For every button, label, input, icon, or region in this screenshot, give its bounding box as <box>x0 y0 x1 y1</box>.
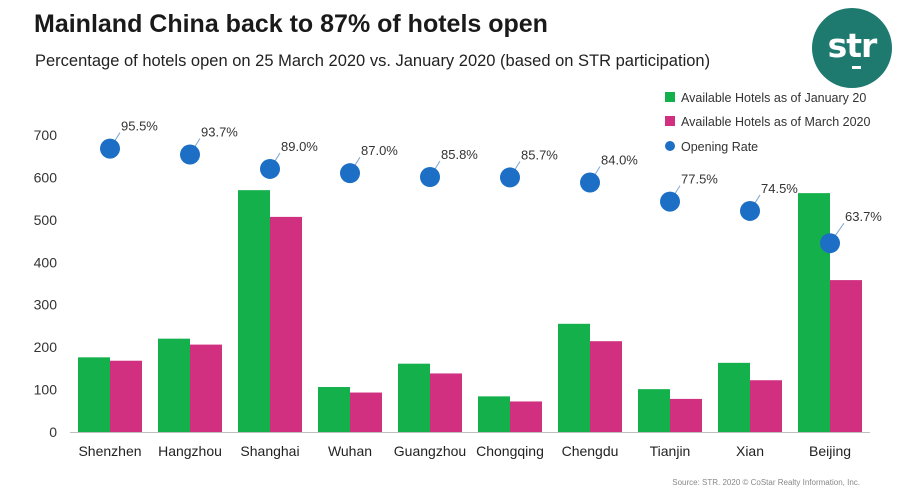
x-category-label: Shanghai <box>240 443 299 459</box>
y-tick-label: 500 <box>34 212 58 228</box>
rate-point <box>740 200 760 221</box>
y-tick-label: 300 <box>34 297 58 313</box>
chart-legend: Available Hotels as of January 20 Availab… <box>665 91 871 154</box>
opening-rate-series: 95.5% 93.7% 89.0% 87.0% 85.8% 85.7% 84.0% 77.5%… <box>100 119 882 254</box>
bar-march <box>750 380 782 432</box>
rate-point <box>500 167 520 188</box>
bar-january <box>78 357 110 432</box>
y-axis: 0 100 200 300 400 500 600 700 <box>34 127 58 440</box>
chart-title: Mainland China back to 87% of hotels ope… <box>34 10 548 38</box>
rate-point <box>340 163 360 184</box>
bar-january <box>638 389 670 432</box>
bar-january <box>318 387 350 432</box>
legend-label: Available Hotels as of January 20 <box>681 91 866 105</box>
bar-january <box>158 338 190 432</box>
chart-subtitle: Percentage of hotels open on 25 March 20… <box>35 52 711 70</box>
rate-data-label: 93.7% <box>201 125 238 140</box>
y-tick-label: 600 <box>34 169 58 185</box>
rate-point <box>580 172 600 193</box>
bar-march <box>110 360 142 432</box>
source-note: Source: STR. 2020 © CoStar Realty Inform… <box>672 478 860 487</box>
rate-data-label: 95.5% <box>121 119 158 134</box>
bar-january <box>798 193 830 432</box>
logo-underline <box>852 66 861 69</box>
y-tick-label: 0 <box>49 424 57 440</box>
bar-march <box>670 398 702 432</box>
x-category-label: Guangzhou <box>394 443 466 459</box>
y-tick-label: 200 <box>34 339 58 355</box>
bar-march <box>510 401 542 432</box>
x-category-label: Tianjin <box>650 443 691 459</box>
legend-label: Opening Rate <box>681 140 758 154</box>
rate-point <box>100 138 120 159</box>
rate-data-label: 74.5% <box>761 181 798 196</box>
rate-point <box>820 233 840 254</box>
bar-january <box>238 190 270 432</box>
bar-january <box>478 396 510 432</box>
bar-march <box>590 341 622 432</box>
rate-data-label: 85.8% <box>441 147 478 162</box>
rate-point <box>260 158 280 179</box>
bar-january <box>398 363 430 432</box>
bar-march <box>430 373 462 432</box>
rate-point <box>180 144 200 165</box>
legend-marker-opening-rate <box>665 141 675 151</box>
legend-marker-january <box>665 92 675 102</box>
x-category-label: Chongqing <box>476 443 544 459</box>
rate-data-label: 87.0% <box>361 143 398 158</box>
rate-data-label: 77.5% <box>681 172 718 187</box>
bar-january <box>558 323 590 432</box>
rate-point <box>660 191 680 212</box>
x-category-label: Beijing <box>809 443 851 459</box>
rate-data-label: 63.7% <box>845 209 882 224</box>
x-category-label: Chengdu <box>562 443 619 459</box>
logo-text: str <box>827 26 878 65</box>
bar-january <box>718 362 750 432</box>
bar-march <box>830 280 862 432</box>
rate-point <box>420 167 440 188</box>
legend-marker-march <box>665 116 675 126</box>
bar-march <box>270 216 302 432</box>
legend-label: Available Hotels as of March 2020 <box>681 115 871 129</box>
bar-march <box>350 392 382 432</box>
y-tick-label: 100 <box>34 382 58 398</box>
x-category-label: Wuhan <box>328 443 372 459</box>
rate-data-label: 84.0% <box>601 153 638 168</box>
bar-series <box>78 190 862 432</box>
y-tick-label: 400 <box>34 254 58 270</box>
rate-data-label: 85.7% <box>521 147 558 162</box>
str-logo: str <box>812 8 892 88</box>
x-category-label: Shenzhen <box>78 443 141 459</box>
x-category-label: Hangzhou <box>158 443 222 459</box>
y-tick-label: 700 <box>34 127 58 143</box>
rate-data-label: 89.0% <box>281 139 318 154</box>
x-axis: Shenzhen Hangzhou Shanghai Wuhan Guangzhou Ch… <box>70 432 870 459</box>
bar-march <box>190 344 222 432</box>
x-category-label: Xian <box>736 443 764 459</box>
